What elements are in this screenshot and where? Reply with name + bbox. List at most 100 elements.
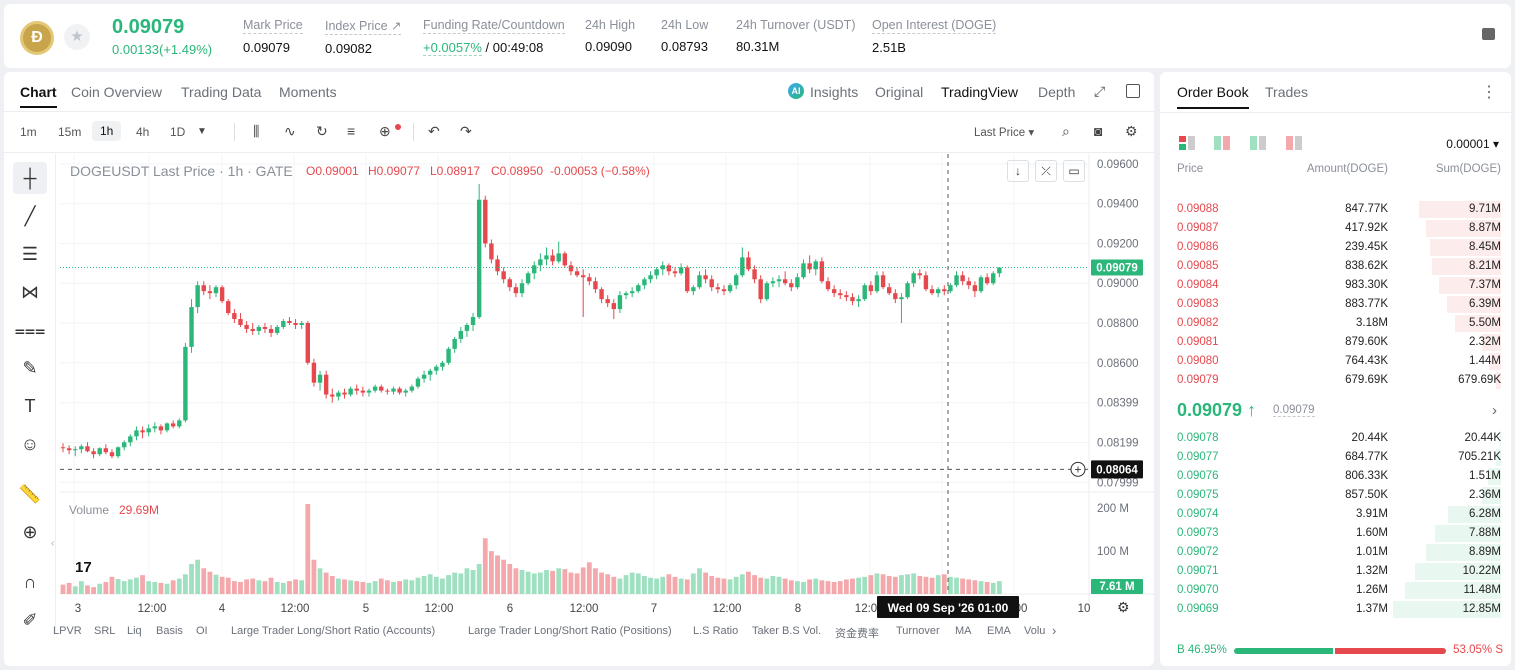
zoom-in-tool-icon[interactable]: ⊕ [22, 521, 38, 542]
indicator-toggle[interactable]: Liq [127, 625, 142, 637]
scroll-to-end-icon[interactable]: ↓ [1007, 160, 1029, 182]
search-icon[interactable]: ⌕ [1062, 123, 1070, 139]
indicator-toggle[interactable]: OI [196, 625, 208, 637]
indicator-toggle[interactable]: MA [955, 625, 972, 637]
indicator-toggle[interactable]: Large Trader Long/Short Ratio (Accounts) [231, 625, 436, 637]
ask-row[interactable]: 0.09081 879.60K 2.32M [1160, 333, 1511, 352]
sum: 11.48M [1463, 584, 1501, 596]
bid-row[interactable]: 0.09069 1.37M 12.85M [1160, 600, 1511, 619]
time-axis-label: 12:00 [425, 603, 454, 615]
fib-tool-icon[interactable]: ☰ [21, 243, 39, 264]
indicator-toggle[interactable]: SRL [94, 625, 116, 637]
screenshot-icon[interactable]: ◙ [1094, 123, 1103, 139]
pencil-lock-tool-icon[interactable]: ✐ [22, 609, 38, 630]
price-chart[interactable]: 0.09600 0.09400 0.09200 0.09000 0.08800 0.086… [4, 72, 1154, 666]
trendline-tool-icon[interactable]: ╱ [24, 205, 36, 226]
bid-row[interactable]: 0.09076 806.33K 1.51M [1160, 467, 1511, 486]
bid-row[interactable]: 0.09073 1.60M 7.88M [1160, 524, 1511, 543]
guide-book-icon[interactable] [1482, 28, 1495, 40]
magnet-tool-icon[interactable]: ∩ [23, 571, 37, 592]
view-asks-bids-icon[interactable] [1214, 136, 1230, 150]
templates-icon[interactable]: ≡ [347, 123, 356, 139]
view-both-icon[interactable] [1179, 136, 1195, 150]
view-tradingview[interactable]: TradingView [941, 84, 1019, 100]
collapse-icon[interactable]: ⤫ [1035, 160, 1057, 182]
bid-row[interactable]: 0.09070 1.26M 11.48M [1160, 581, 1511, 600]
tab-order-book[interactable]: Order Book [1177, 84, 1249, 109]
toggle-view-icon[interactable]: ▭ [1063, 160, 1085, 182]
candle-body [66, 448, 72, 451]
redo-icon[interactable]: ↷ [460, 123, 472, 139]
expand-icon[interactable]: ⤢ [1094, 83, 1106, 99]
ask-row[interactable]: 0.09083 883.77K 6.39M [1160, 295, 1511, 314]
bid-row[interactable]: 0.09077 684.77K 705.21K [1160, 448, 1511, 467]
tab-moments[interactable]: Moments [279, 84, 337, 100]
more-options-icon[interactable]: ⋮ [1481, 84, 1497, 101]
ruler-tool-icon[interactable]: 📏 [18, 483, 42, 504]
stat-mark-price[interactable]: Mark Price 0.09079 [243, 18, 303, 55]
indicators-icon[interactable]: ∿ [284, 123, 296, 139]
fullscreen-icon[interactable] [1126, 84, 1140, 98]
indicator-toggle[interactable]: LPVR [53, 625, 82, 637]
favorite-star-icon[interactable]: ★ [64, 24, 90, 50]
indicator-toggle[interactable]: L.S Ratio [693, 625, 739, 637]
ask-row[interactable]: 0.09085 838.62K 8.21M [1160, 257, 1511, 276]
indicator-toggle[interactable]: Volu [1024, 625, 1046, 637]
timeframe-1d[interactable]: 1D [170, 125, 186, 139]
ask-row[interactable]: 0.09080 764.43K 1.44M [1160, 352, 1511, 371]
ask-row[interactable]: 0.09082 3.18M 5.50M [1160, 314, 1511, 333]
collapse-toolbar-chevron-icon[interactable]: ‹ [51, 538, 55, 549]
add-alert-icon[interactable]: ⊕ [379, 123, 391, 139]
indicator-toggle[interactable]: Basis [156, 625, 183, 637]
stat-funding-rate[interactable]: Funding Rate/Countdown +0.0057% / 00:49:… [423, 18, 565, 56]
ask-row[interactable]: 0.09086 239.45K 8.45M [1160, 238, 1511, 257]
view-original[interactable]: Original [875, 84, 924, 100]
ask-row[interactable]: 0.09084 983.30K 7.37M [1160, 276, 1511, 295]
stat-open-interest[interactable]: Open Interest (DOGE) 2.51B [872, 18, 997, 55]
tab-chart[interactable]: Chart [20, 84, 57, 108]
view-depth[interactable]: Depth [1038, 84, 1076, 100]
view-bids-icon[interactable] [1250, 136, 1266, 150]
view-asks-icon[interactable] [1286, 136, 1302, 150]
chevron-right-icon[interactable]: › [1492, 402, 1497, 419]
timeframe-4h[interactable]: 4h [136, 125, 150, 139]
bid-row[interactable]: 0.09074 3.91M 6.28M [1160, 505, 1511, 524]
timeframe-15m[interactable]: 15m [58, 125, 82, 139]
price-type-select[interactable]: Last Price ▾ [974, 127, 1035, 139]
indicator-toggle[interactable]: Turnover [896, 625, 940, 637]
bid-row[interactable]: 0.09071 1.32M 10.22M [1160, 562, 1511, 581]
emoji-tool-icon[interactable]: ☺ [20, 433, 40, 454]
refresh-icon[interactable]: ↻ [316, 123, 328, 139]
indicator-toggle[interactable]: EMA [987, 625, 1011, 637]
scroll-right-chevron-icon[interactable]: › [1052, 623, 1057, 638]
tab-coin-overview[interactable]: Coin Overview [71, 84, 163, 100]
ask-row[interactable]: 0.09079 679.69K 679.69K [1160, 371, 1511, 390]
bid-row[interactable]: 0.09078 20.44K 20.44K [1160, 429, 1511, 448]
timeframe-1m[interactable]: 1m [20, 125, 37, 139]
timeframe-1h[interactable]: 1h [92, 121, 122, 141]
brush-tool-icon[interactable]: ✎ [22, 357, 38, 378]
indicator-toggle[interactable]: Large Trader Long/Short Ratio (Positions… [468, 625, 672, 637]
prediction-tool-icon[interactable]: ⩶ [14, 319, 46, 340]
ask-row[interactable]: 0.09087 417.92K 8.87M [1160, 219, 1511, 238]
stat-index-price[interactable]: Index Price ↗ 0.09082 [325, 18, 402, 56]
volume-bar [299, 580, 305, 594]
bid-row[interactable]: 0.09075 857.50K 2.36M [1160, 486, 1511, 505]
settings-gear-icon[interactable]: ⚙ [1125, 123, 1138, 139]
timeframe-dropdown-icon[interactable]: ▼ [197, 126, 207, 137]
indicator-toggle[interactable]: 资金费率 [835, 628, 879, 640]
precision-select[interactable]: 0.00001 ▾ [1446, 137, 1499, 151]
pattern-tool-icon[interactable]: ⋈ [21, 281, 39, 302]
candle-body [978, 277, 984, 292]
indicator-toggle[interactable]: Taker B.S Vol. [752, 625, 822, 637]
time-axis-settings-icon[interactable]: ⚙ [1117, 599, 1130, 615]
tab-trades[interactable]: Trades [1265, 84, 1309, 100]
tab-trading-data[interactable]: Trading Data [181, 84, 262, 100]
undo-icon[interactable]: ↶ [428, 123, 440, 139]
view-insights[interactable]: Insights [810, 84, 859, 100]
text-tool-icon[interactable]: T [24, 395, 36, 416]
ask-row[interactable]: 0.09088 847.77K 9.71M [1160, 200, 1511, 219]
bid-row[interactable]: 0.09072 1.01M 8.89M [1160, 543, 1511, 562]
crosshair-tool-icon[interactable]: ┼ [13, 162, 47, 194]
candle-type-icon[interactable]: ⫼ [253, 123, 260, 139]
